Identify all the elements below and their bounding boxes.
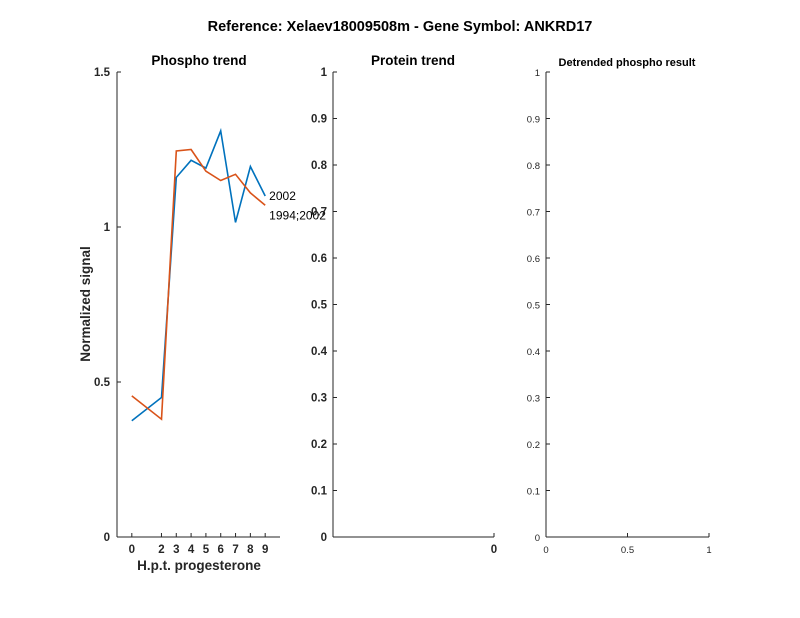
y-tick-label: 0 <box>535 533 540 544</box>
y-tick-label: 0.3 <box>527 394 540 405</box>
y-tick-label: 0 <box>321 532 327 544</box>
y-tick-label: 0.4 <box>311 346 328 358</box>
x-tick-label: 6 <box>218 544 224 556</box>
y-tick-label: 0.9 <box>311 114 327 126</box>
x-tick-label: 8 <box>247 544 254 556</box>
y-tick-label: 0.7 <box>527 208 540 219</box>
detrended-phospho-panel: Detrended phospho result 0 0.1 0.2 0.3 0.4 0.… <box>527 57 712 556</box>
y-tick-label: 1 <box>535 68 540 79</box>
x-tick-label: 1 <box>706 545 711 556</box>
protein-trend-title: Protein trend <box>371 53 455 68</box>
protein-x-ticks: 0 <box>491 533 497 556</box>
phospho-series-labels: 2002 1994;2002 <box>269 189 326 222</box>
detrended-phospho-title: Detrended phospho result <box>559 57 696 69</box>
y-tick-label: 1 <box>104 222 111 234</box>
y-tick-label: 0.8 <box>311 160 328 172</box>
x-tick-label: 5 <box>203 544 210 556</box>
x-tick-label: 0 <box>129 544 135 556</box>
y-tick-label: 0.6 <box>311 253 327 265</box>
protein-trend-panel: Protein trend 00.10.20.30.40.50.60.70.80… <box>311 53 497 556</box>
y-tick-label: 0.1 <box>311 486 328 498</box>
series-line <box>131 148 266 421</box>
x-tick-label: 7 <box>232 544 238 556</box>
series-end-label: 1994;2002 <box>269 208 326 222</box>
y-tick-label: 0.5 <box>527 301 540 312</box>
y-tick-label: 0.5 <box>94 377 111 389</box>
x-tick-label: 3 <box>173 544 179 556</box>
x-tick-label: 0.5 <box>621 545 634 556</box>
y-tick-label: 0.9 <box>527 115 540 126</box>
y-tick-label: 0.3 <box>311 393 327 405</box>
x-tick-label: 0 <box>491 544 497 556</box>
y-tick-label: 0.6 <box>527 254 540 265</box>
y-tick-label: 0.2 <box>527 440 540 451</box>
y-tick-label: 0 <box>104 532 110 544</box>
phospho-series-lines <box>131 127 266 422</box>
detrended-y-ticks: 0 0.1 0.2 0.3 0.4 0.5 0.6 0.7 0.8 0.9 1 <box>527 68 550 544</box>
y-tick-label: 0.5 <box>311 300 328 312</box>
y-tick-label: 0.8 <box>527 161 540 172</box>
y-tick-label: 0.4 <box>527 347 540 358</box>
x-tick-label: 4 <box>188 544 195 556</box>
series-end-label: 2002 <box>269 189 296 203</box>
protein-y-ticks: 0 0.1 0.2 0.3 0.4 0.5 0.6 0.7 0.8 0.9 1 <box>311 67 337 544</box>
x-tick-label: 9 <box>262 544 268 556</box>
y-tick-label: 0.7 <box>311 207 327 219</box>
phospho-y-ticks: 0 0.5 1 1.5 <box>94 67 121 544</box>
x-tick-label: 0 <box>543 545 548 556</box>
phospho-y-label: Normalized signal <box>78 246 93 362</box>
series-line <box>131 127 266 422</box>
y-tick-label: 1.5 <box>94 67 111 79</box>
y-tick-label: 0.2 <box>311 439 327 451</box>
detrended-x-ticks: 0 0.5 1 <box>543 533 712 556</box>
x-tick-label: 2 <box>158 544 164 556</box>
y-tick-label: 0.1 <box>527 487 540 498</box>
figure-title: Reference: Xelaev18009508m - Gene Symbol… <box>208 19 593 35</box>
phospho-trend-title: Phospho trend <box>151 53 246 68</box>
y-tick-label: 1 <box>321 67 328 79</box>
phospho-x-label: H.p.t. progesterone <box>137 558 261 573</box>
